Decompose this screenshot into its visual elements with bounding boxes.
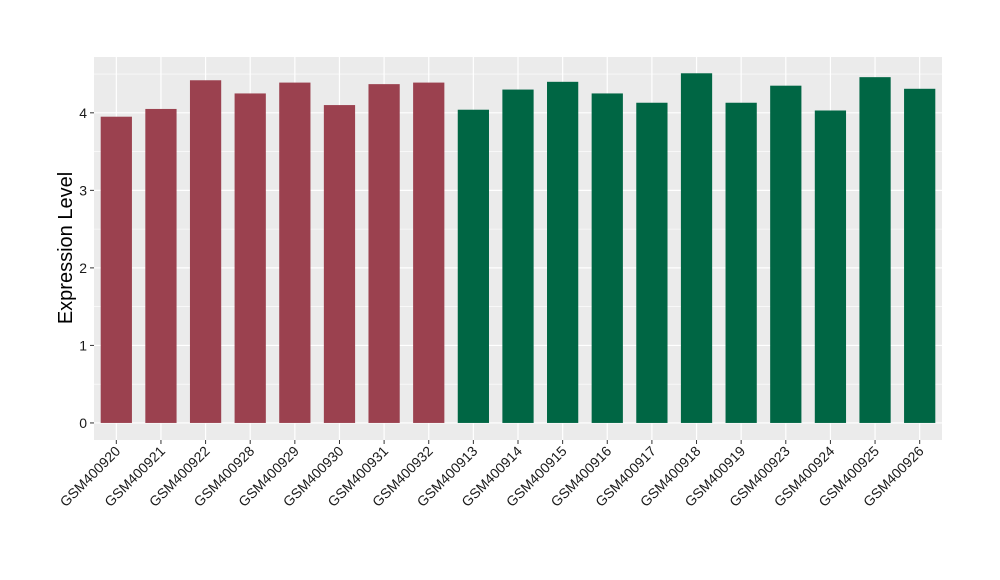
bars bbox=[100, 73, 936, 423]
bar-GSM400926 bbox=[904, 88, 936, 423]
bar-GSM400914 bbox=[502, 89, 534, 423]
y-tick-label: 0 bbox=[79, 415, 87, 431]
bar-GSM400931 bbox=[368, 84, 400, 423]
bar-GSM400924 bbox=[814, 110, 847, 423]
bar-GSM400925 bbox=[859, 77, 891, 423]
bar-GSM400919 bbox=[725, 102, 757, 423]
bar-GSM400920 bbox=[100, 116, 132, 423]
bar-GSM400917 bbox=[636, 102, 668, 423]
bar-GSM400930 bbox=[323, 105, 356, 423]
bar-GSM400932 bbox=[413, 82, 445, 423]
y-tick-label: 2 bbox=[79, 260, 87, 276]
bar-GSM400916 bbox=[591, 93, 623, 423]
y-axis-title: Expression Level bbox=[55, 172, 77, 324]
bar-GSM400922 bbox=[189, 80, 222, 423]
y-tick-label: 3 bbox=[79, 182, 87, 198]
y-tick-label: 4 bbox=[79, 105, 87, 121]
bar-GSM400928 bbox=[234, 93, 266, 423]
bar-GSM400913 bbox=[457, 109, 489, 423]
bar-GSM400923 bbox=[770, 85, 802, 423]
bar-GSM400918 bbox=[680, 73, 713, 423]
bar-GSM400929 bbox=[279, 82, 311, 423]
y-axis: 0 1 2 3 4 bbox=[79, 105, 94, 431]
bar-GSM400915 bbox=[547, 81, 579, 423]
y-tick-label: 1 bbox=[79, 337, 87, 353]
x-axis: GSM400920GSM400921GSM400922GSM400928GSM4… bbox=[57, 440, 927, 510]
bar-GSM400921 bbox=[145, 108, 177, 423]
